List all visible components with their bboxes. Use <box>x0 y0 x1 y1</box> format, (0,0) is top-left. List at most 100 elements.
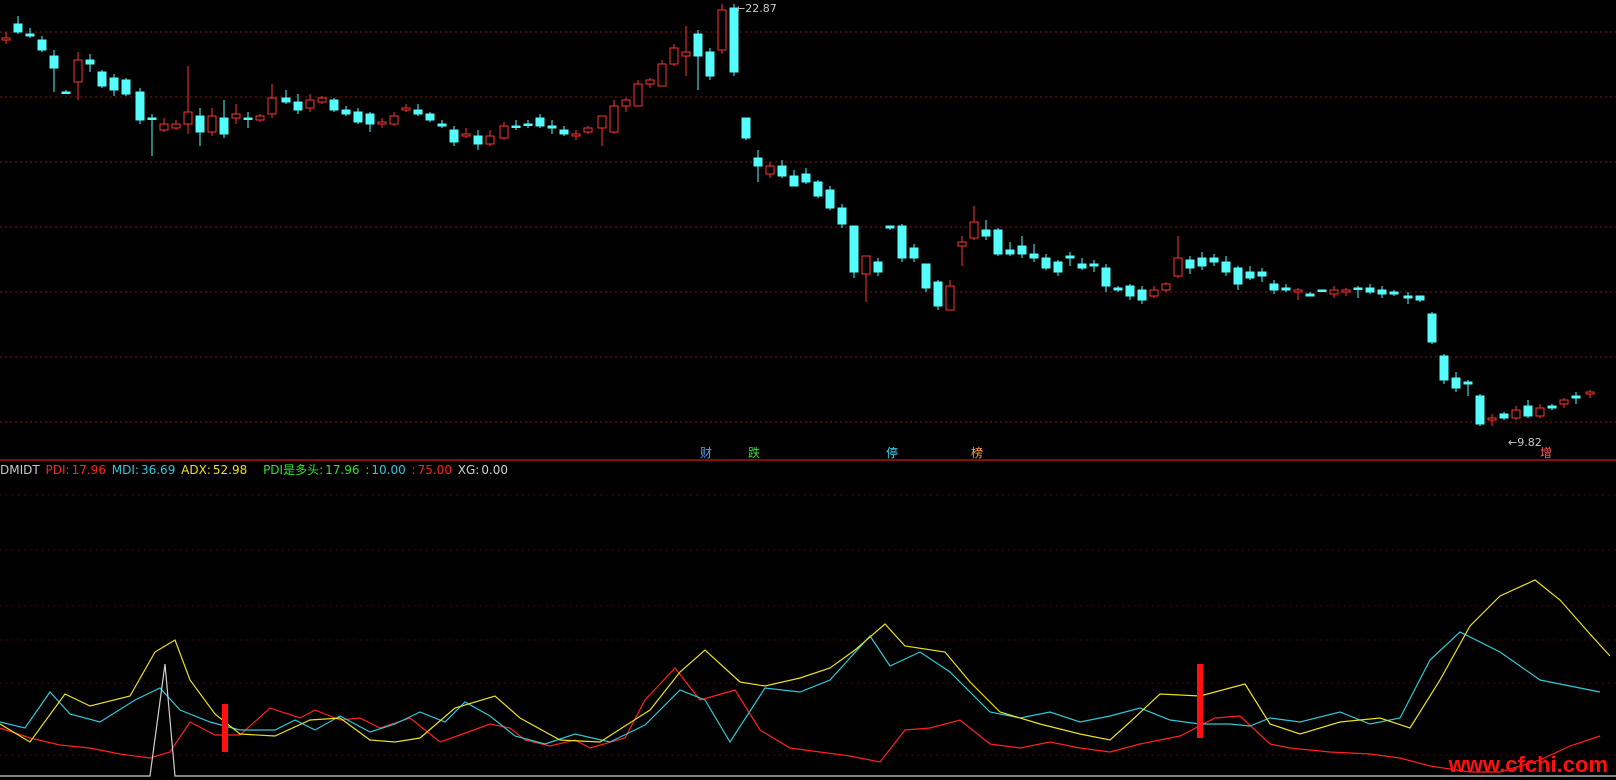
candle-body <box>571 133 581 137</box>
candle-body <box>1161 283 1171 291</box>
candle-body <box>267 97 277 115</box>
candle-body <box>413 109 423 115</box>
candle-body <box>633 83 643 107</box>
candle-body <box>1341 289 1351 293</box>
candle-body <box>449 129 459 143</box>
candle-body <box>1451 377 1461 389</box>
buy-signal-bar <box>222 704 228 752</box>
candle-body <box>645 79 655 85</box>
candle-body <box>37 39 47 51</box>
candle-body <box>1293 289 1303 293</box>
candle-body <box>909 247 919 259</box>
candle-body <box>1535 407 1545 417</box>
candle-body <box>437 123 447 127</box>
candle-body <box>1149 289 1159 297</box>
candle-body <box>499 125 509 139</box>
candle-body <box>801 173 811 183</box>
candle-body <box>1 37 11 41</box>
candle-body <box>1427 313 1437 343</box>
candle-body <box>341 109 351 115</box>
candle-body <box>97 71 107 87</box>
candle-body <box>1559 399 1569 405</box>
candle-body <box>1547 405 1557 409</box>
candle-body <box>535 117 545 127</box>
candle-body <box>885 225 895 229</box>
candle-body <box>741 117 751 139</box>
candle-body <box>609 105 619 133</box>
candle-body <box>621 99 631 107</box>
candle-body <box>669 47 679 65</box>
event-marker: 停 <box>886 445 898 460</box>
candle-body <box>255 115 265 121</box>
low-price-label: ←9.82 <box>1508 436 1542 449</box>
candle-body <box>1281 287 1291 291</box>
candle-body <box>597 115 607 129</box>
candle-body <box>135 91 145 121</box>
candle-body <box>897 225 907 259</box>
mdi-label: MDI: <box>111 463 139 477</box>
candle-body <box>1353 287 1363 290</box>
candle-body <box>1463 381 1473 385</box>
candle-body <box>1245 271 1255 279</box>
candle-body <box>1415 295 1425 301</box>
candle-body <box>1487 417 1497 421</box>
pdi-value: 17.96 <box>71 463 106 477</box>
candle-body <box>1041 257 1051 269</box>
candle-body <box>849 225 859 273</box>
candle-body <box>933 281 943 307</box>
candle-body <box>183 111 193 125</box>
candle-body <box>1005 249 1015 255</box>
level2-value: 75.00 <box>417 463 452 477</box>
candle-body <box>945 285 955 311</box>
candle-body <box>1377 289 1387 295</box>
level1-value: 10.00 <box>371 463 406 477</box>
adx-value: 52.98 <box>212 463 248 477</box>
candle-body <box>73 59 83 83</box>
candle-body <box>1511 409 1521 419</box>
candle-body <box>1137 289 1147 301</box>
candle-body <box>389 115 399 125</box>
candle-body <box>511 125 521 128</box>
candle-body <box>401 107 411 111</box>
candle-body <box>753 157 763 167</box>
candle-body <box>461 133 471 137</box>
candle-body <box>293 101 303 111</box>
pdi-line <box>0 667 1601 773</box>
candle-body <box>705 51 715 77</box>
candle-body <box>825 189 835 209</box>
candle-body <box>207 115 217 133</box>
candle-body <box>1365 287 1375 293</box>
indicator-name: DMIDT <box>0 463 40 477</box>
candle-body <box>777 165 787 177</box>
candle-body <box>1523 405 1533 417</box>
candle-body <box>1269 283 1279 291</box>
candle-body <box>1053 261 1063 273</box>
candle-body <box>219 117 229 135</box>
candle-body <box>171 123 181 129</box>
candle-body <box>473 135 483 145</box>
candle-body <box>1197 257 1207 267</box>
candle-body <box>1173 257 1183 277</box>
candle-body <box>1499 413 1509 419</box>
candle-body <box>1029 253 1039 259</box>
mdi-value: 36.69 <box>140 463 176 477</box>
candle-body <box>1125 285 1135 297</box>
candle-body <box>425 113 435 121</box>
candle-body <box>1475 395 1485 425</box>
candle-body <box>1065 255 1075 259</box>
candle-body <box>365 113 375 125</box>
candle-body <box>873 261 883 273</box>
pdi-bull-label: PDI是多头: <box>263 463 324 477</box>
candle-body <box>681 51 691 57</box>
candle-body <box>109 77 119 91</box>
pdi-label: PDI: <box>45 463 70 477</box>
candle-body <box>317 97 327 103</box>
event-marker: 财 <box>700 446 712 460</box>
candle-body <box>231 113 241 119</box>
candle-body <box>13 23 23 33</box>
candle-body <box>717 9 727 51</box>
candle-body <box>243 117 253 120</box>
candle-body <box>485 135 495 145</box>
xg-label: XG: <box>457 463 480 477</box>
